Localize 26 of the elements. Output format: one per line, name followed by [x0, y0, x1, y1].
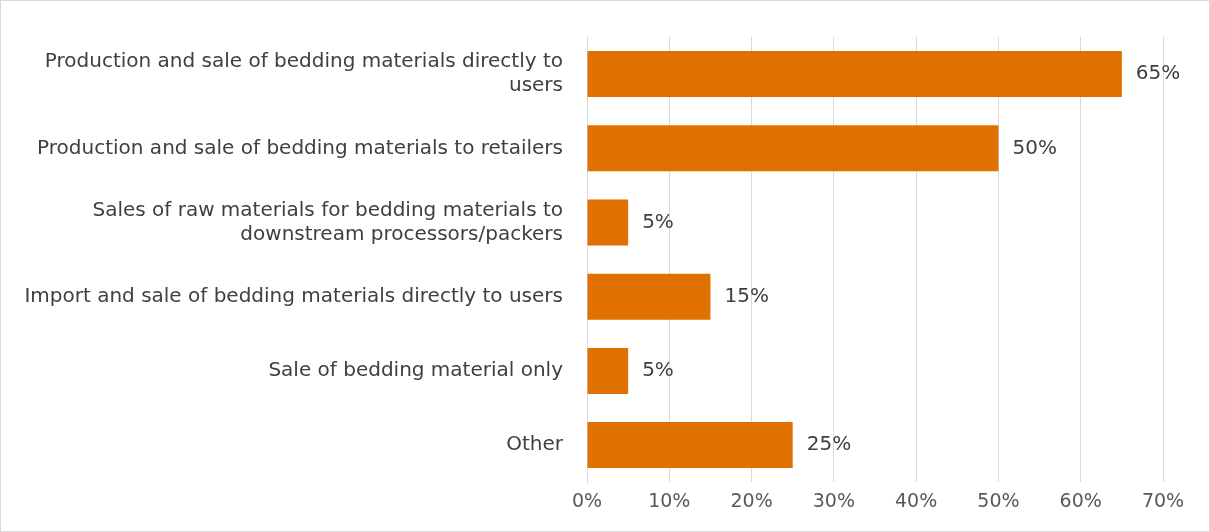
x-tick-label: 70% [1141, 488, 1185, 511]
bar [587, 347, 629, 394]
data-label: 65% [1135, 60, 1181, 85]
bar [587, 125, 999, 172]
x-tick-label: 40% [895, 488, 938, 511]
data-label: 15% [724, 282, 769, 307]
data-label: 50% [1012, 134, 1057, 159]
y-tick-label: Production and sale of bedding materials directly to users [44, 48, 563, 97]
data-label: 5% [642, 357, 674, 382]
y-tick-label: Import and sale of bedding materials directly to users [24, 282, 563, 307]
bar [587, 51, 1122, 98]
y-tick-label: Sale of bedding material only [268, 357, 564, 382]
data-label: 25% [806, 431, 852, 456]
x-tick-label: 30% [812, 488, 855, 511]
y-tick-label: Other [506, 431, 564, 456]
bar [587, 273, 711, 320]
bar [587, 422, 793, 469]
y-tick-label: Sales of raw materials for bedding materials to downstream processors/packers [92, 196, 563, 245]
x-tick-label: 60% [1059, 488, 1102, 511]
x-tick-label: 20% [730, 488, 773, 511]
bar [587, 199, 629, 246]
x-tick-label: 0% [571, 488, 603, 511]
y-tick-label: Production and sale of bedding materials to retailers [37, 134, 563, 159]
x-tick-label: 50% [977, 488, 1020, 511]
data-label: 5% [642, 208, 674, 233]
x-tick-label: 10% [648, 488, 691, 511]
